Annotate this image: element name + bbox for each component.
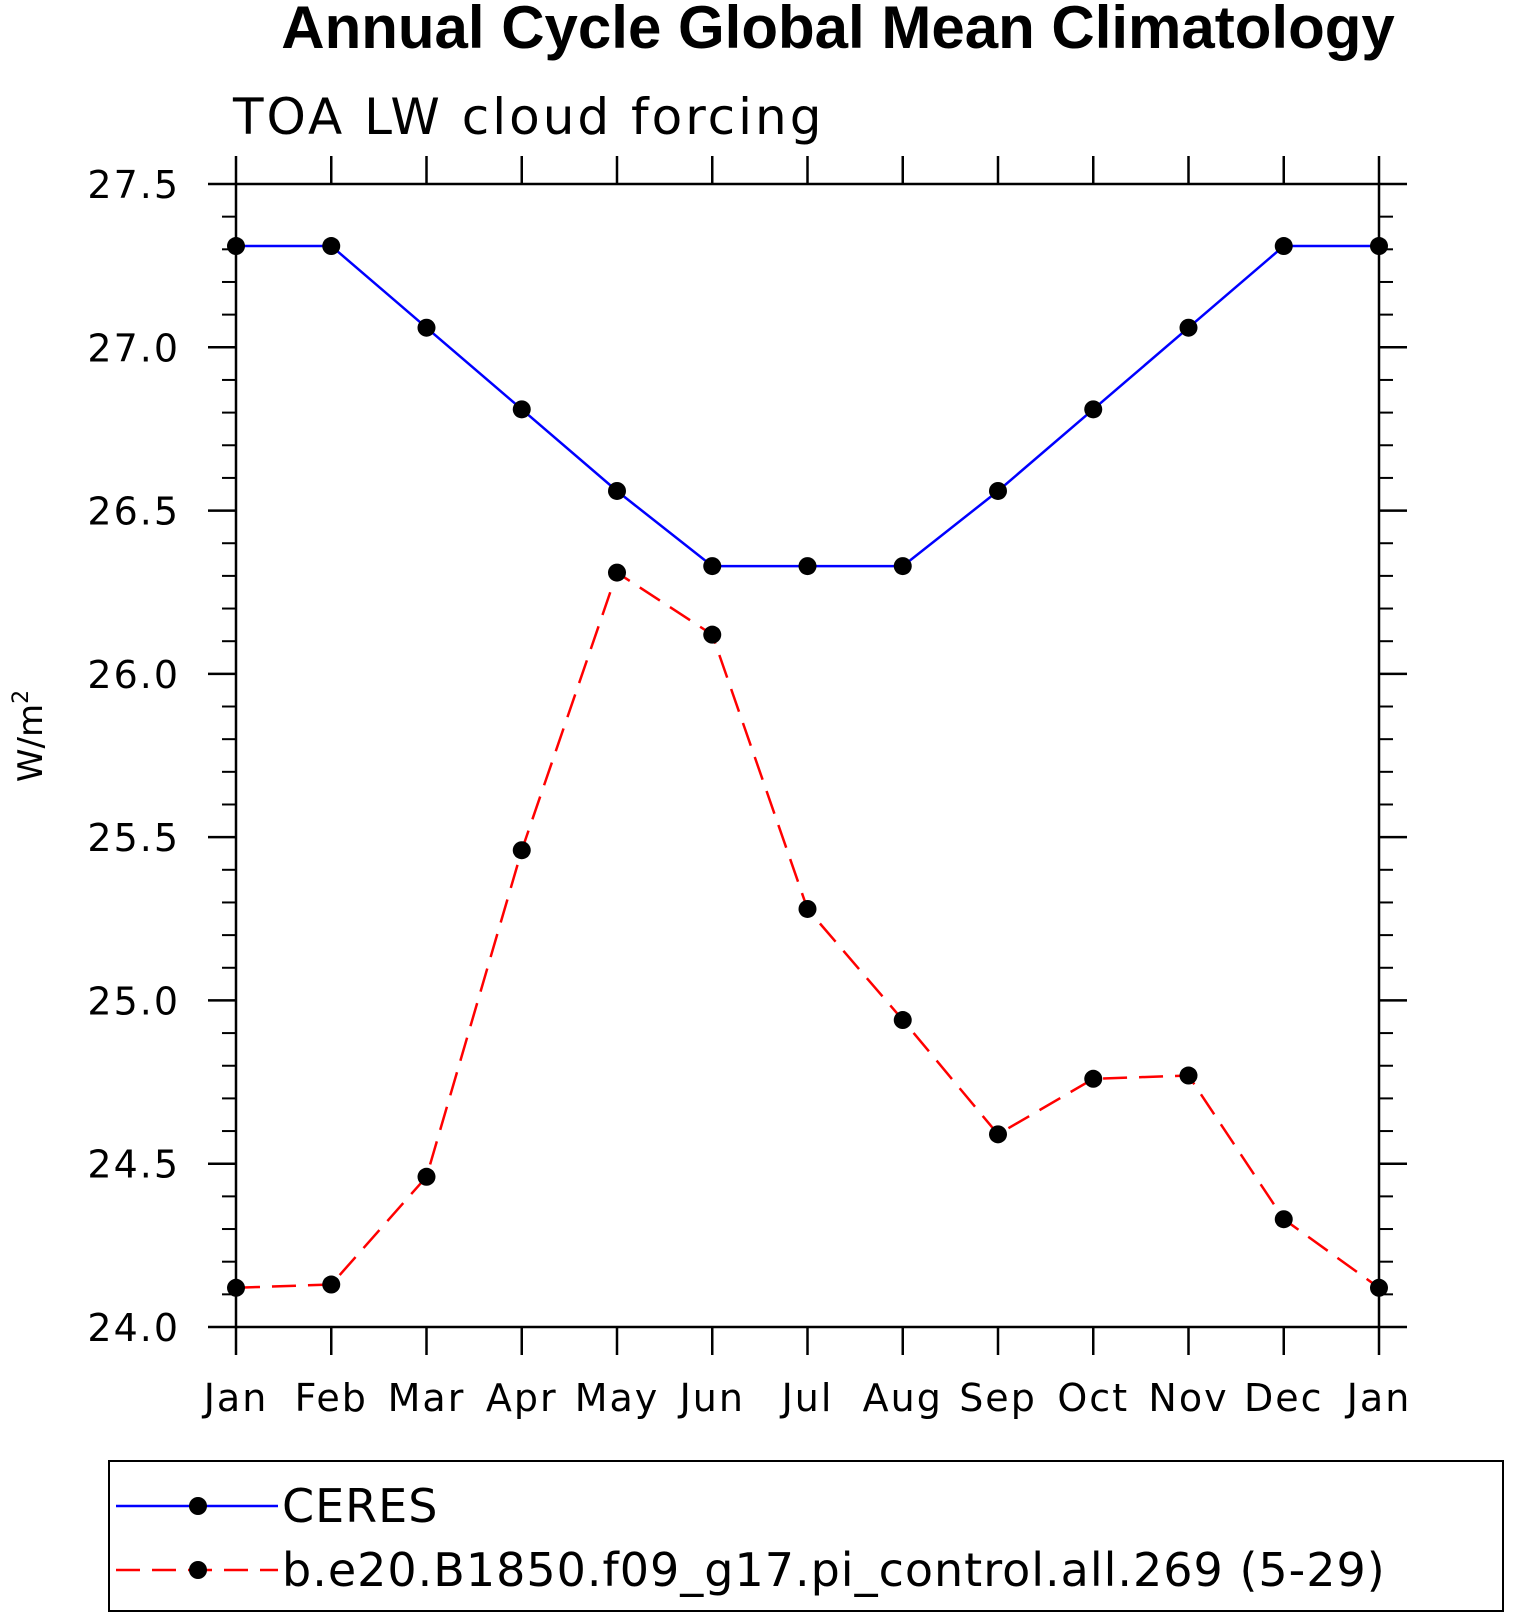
series-1-point	[989, 1125, 1007, 1144]
series-1-point	[893, 1011, 912, 1030]
y-tick-label: 26.5	[87, 490, 180, 534]
y-axis-label-superscript: 2	[9, 690, 34, 704]
series-0-point	[1084, 400, 1103, 419]
series-line-0	[236, 244, 1379, 568]
y-tick-labels: 24.0 24.5 25.0 25.5 26.0 26.5 27.0 27.5	[87, 163, 180, 1350]
legend-marker-0	[189, 1497, 207, 1515]
x-tick-label: Aug	[863, 1376, 943, 1420]
series-markers	[227, 237, 1388, 1297]
x-tick-label: Mar	[388, 1376, 466, 1420]
y-tick-label: 27.0	[87, 326, 180, 370]
x-tick-label: Jul	[780, 1376, 834, 1420]
y-tick-label: 27.5	[87, 163, 180, 207]
series-0-point	[703, 557, 722, 576]
legend-box	[108, 1460, 1504, 1612]
series-0-point	[798, 557, 817, 576]
legend-entries: CERES b.e20.B1850.f09_g17.pi_control.all.…	[116, 1479, 1386, 1597]
y-tick-label: 25.5	[87, 816, 180, 860]
x-tick-label: Dec	[1244, 1376, 1324, 1420]
series-0-point	[893, 557, 912, 576]
series-0-point	[1179, 318, 1198, 337]
y-tick-label: 24.5	[87, 1143, 180, 1187]
series-line-1	[235, 570, 1380, 1290]
series-1-point	[703, 625, 722, 644]
series-0-point	[512, 400, 531, 419]
x-tick-label: Jun	[678, 1376, 745, 1420]
y-axis-label: W/m2	[9, 690, 51, 782]
chart-subtitle: TOA LW cloud forcing	[232, 88, 824, 146]
plot-frame	[234, 182, 1381, 1329]
series-0-point	[1370, 237, 1388, 256]
x-tick-label: Sep	[959, 1376, 1037, 1420]
y-tick-label: 25.0	[87, 979, 180, 1023]
series-lines	[235, 244, 1380, 1290]
series-0-point	[227, 237, 245, 256]
series-0-point	[608, 481, 626, 500]
y-axis-label-text: W/m	[11, 704, 51, 782]
series-0-point	[989, 481, 1007, 500]
x-tick-labels: Jan Feb Mar Apr May Jun Jul Aug Sep Oct Nov Dec Jan	[202, 1376, 1412, 1420]
series-1-point	[1179, 1066, 1198, 1085]
series-1-point	[1084, 1069, 1103, 1088]
series-0-point	[1274, 237, 1293, 256]
series-1-point	[798, 899, 817, 918]
y-tick-label: 26.0	[87, 653, 180, 697]
series-1-point	[417, 1167, 436, 1186]
x-tick-label: Nov	[1148, 1376, 1228, 1420]
series-1-point	[227, 1278, 245, 1297]
x-tick-label: May	[575, 1376, 660, 1420]
legend-marker-1	[189, 1561, 207, 1579]
y-tick-label: 24.0	[87, 1306, 180, 1350]
x-tick-label: Oct	[1057, 1376, 1129, 1420]
series-1-point	[512, 841, 531, 860]
series-1-point	[322, 1275, 341, 1294]
series-1-point	[1274, 1210, 1293, 1229]
legend: CERES b.e20.B1850.f09_g17.pi_control.all.…	[108, 1460, 1504, 1612]
series-1-point	[1370, 1278, 1388, 1297]
series-0-point	[322, 237, 341, 256]
x-tick-label: Jan	[202, 1376, 269, 1420]
chart-title: Annual Cycle Global Mean Climatology	[281, 0, 1395, 61]
legend-label-1: b.e20.B1850.f09_g17.pi_control.all.269 (…	[282, 1543, 1386, 1597]
axes	[208, 156, 1407, 1355]
series-0-point	[417, 318, 436, 337]
x-tick-label: Feb	[295, 1376, 368, 1420]
series-1-point	[608, 563, 626, 582]
legend-label-0: CERES	[282, 1479, 438, 1533]
x-tick-label: Apr	[486, 1376, 558, 1420]
x-tick-label: Jan	[1345, 1376, 1412, 1420]
